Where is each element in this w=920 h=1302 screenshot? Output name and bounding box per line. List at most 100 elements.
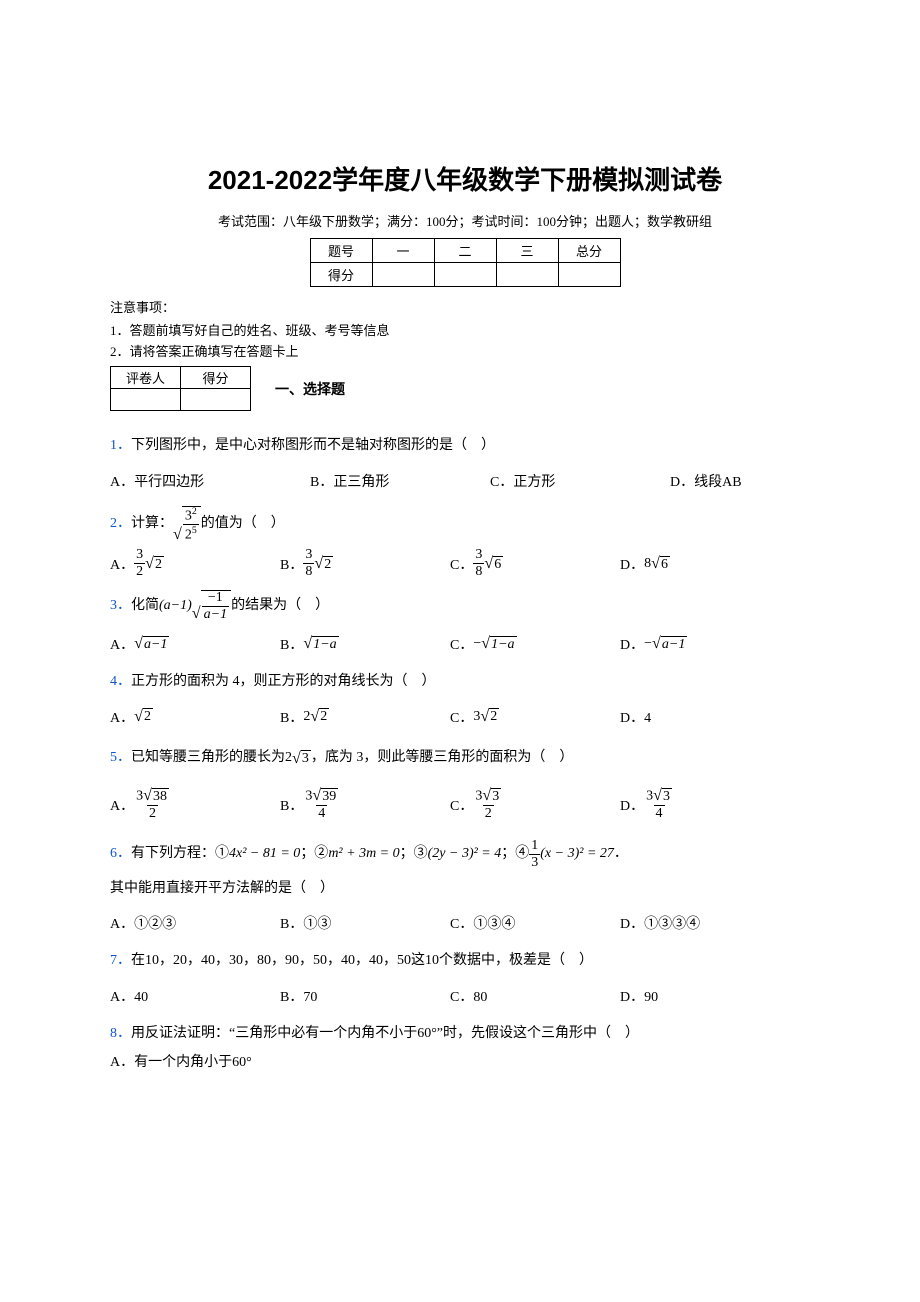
arg: 2	[489, 708, 499, 724]
sup: 5	[192, 525, 197, 536]
label: C．	[450, 634, 473, 654]
arg: 2	[143, 708, 153, 724]
arg: 1−a	[490, 636, 516, 652]
cell: 评卷人	[111, 367, 181, 389]
choice-c: C． − √1−a	[450, 627, 620, 661]
choice-d: D．①③③④	[620, 906, 790, 940]
cell	[434, 263, 496, 287]
question-6-line2: 其中能用直接开平方法解的是（ ）	[110, 876, 820, 903]
numer: 3√3	[473, 788, 503, 805]
fraction: 13	[529, 839, 540, 870]
label: A．	[110, 554, 134, 574]
question-number: 3．	[110, 593, 131, 620]
d: 2	[147, 805, 158, 821]
sqrt: √1−a	[481, 636, 516, 652]
arg: 39	[321, 788, 338, 804]
choice-a: A． √a−1	[110, 627, 280, 661]
c: 3	[305, 788, 312, 803]
question-5-choices: A． 3√38 2 B． 3√39 4 C． 3√3 2 D． 3√3 4	[110, 780, 820, 830]
cell: 题号	[310, 239, 372, 263]
label: D．	[620, 554, 644, 574]
radical-icon: √	[143, 788, 152, 804]
fraction: 38	[473, 548, 484, 579]
cell	[181, 389, 251, 411]
cell: 一	[372, 239, 434, 263]
exam-subtitle: 考试范围：八年级下册数学；满分：100分；考试时间：100分钟；出题人；数学教研…	[110, 211, 820, 230]
radical-icon: √	[192, 606, 201, 622]
fraction: 3√38 2	[134, 788, 171, 821]
choice-b: B． √1−a	[280, 627, 450, 661]
choice-a: A．平行四边形	[110, 464, 310, 498]
stem-text: ，底为 3，则此等腰三角形的面积为（ ）	[311, 745, 574, 772]
choice-a: A． √2	[110, 700, 280, 734]
notice-line: 2．请将答案正确填写在答题卡上	[110, 341, 820, 360]
notice-heading: 注意事项：	[110, 297, 820, 316]
sqrt-arg: 32 2 5	[182, 506, 201, 543]
stem-text: 化简	[131, 593, 159, 620]
choice-d: D． 3√3 4	[620, 780, 790, 830]
radical-icon: √	[292, 751, 301, 767]
radical-icon: √	[481, 636, 490, 652]
choice-c: C．正方形	[490, 464, 670, 498]
notice-line: 1．答题前填写好自己的姓名、班级、考号等信息	[110, 320, 820, 339]
question-number: 7．	[110, 953, 131, 968]
sqrt-arg: −1 a−1	[201, 590, 231, 622]
radical-icon: √	[482, 788, 491, 804]
neg: −	[473, 636, 481, 652]
d: 4	[654, 805, 665, 821]
sqrt: √3	[292, 750, 311, 766]
table-row: 题号 一 二 三 总分	[310, 239, 620, 263]
arg: 2	[319, 708, 329, 724]
label: A．	[110, 634, 134, 654]
choice-a: A．40	[110, 979, 280, 1013]
d: 2	[134, 563, 145, 579]
stem-text: 有下列方程：①	[131, 841, 229, 868]
numer: 32	[183, 507, 199, 525]
c: 3	[475, 788, 482, 803]
d: 8	[473, 563, 484, 579]
eq: (x − 3)² = 27	[540, 841, 614, 868]
arg: 38	[152, 788, 169, 804]
score-table: 题号 一 二 三 总分 得分	[310, 238, 621, 287]
question-number: 5．	[110, 745, 131, 772]
radical-icon: √	[173, 527, 182, 543]
choice-d: D．90	[620, 979, 790, 1013]
sqrt: √3	[653, 788, 672, 804]
question-3-choices: A． √a−1 B． √1−a C． − √1−a D． − √a−1	[110, 627, 820, 661]
numer: 3√39	[303, 788, 340, 805]
label: D．	[620, 795, 644, 815]
label: C．	[450, 795, 473, 815]
choice-c: C．①③④	[450, 906, 620, 940]
question-8-choice-a: A．有一个内角小于60°	[110, 1051, 820, 1071]
radical-icon: √	[145, 556, 154, 572]
coef: 8	[644, 556, 651, 572]
radical-icon: √	[652, 636, 661, 652]
eq: (2y − 3)² = 4	[428, 841, 502, 868]
radical-icon: √	[303, 636, 312, 652]
choice-a: A．①②③	[110, 906, 280, 940]
cell: 得分	[310, 263, 372, 287]
neg: −	[644, 636, 652, 652]
sup: 2	[192, 506, 197, 517]
arg: 6	[660, 556, 670, 572]
question-2-choices: A． 32 √2 B． 38 √2 C． 38 √6 D． 8 √6	[110, 547, 820, 581]
sqrt: √2	[134, 708, 153, 724]
fraction: 32 2 5	[183, 507, 199, 543]
choice-b: B． 3√39 4	[280, 780, 450, 830]
n: 1	[529, 839, 540, 854]
choice-b: B． 2 √2	[280, 700, 450, 734]
label: B．	[280, 707, 303, 727]
table-row: 得分	[310, 263, 620, 287]
arg: 6	[493, 556, 503, 572]
sqrt: √1−a	[303, 636, 338, 652]
eq: 4x² − 81 = 0	[229, 841, 300, 868]
radical-icon: √	[134, 636, 143, 652]
label: C．	[450, 707, 473, 727]
choice-b: B．正三角形	[310, 464, 490, 498]
arg: 2	[154, 556, 164, 572]
table-row	[111, 389, 251, 411]
sqrt: √6	[484, 556, 503, 572]
fraction: 38	[303, 548, 314, 579]
question-7: 7．在10，20，40，30，80，90，50，40，40，50这10个数据中，…	[110, 948, 820, 975]
stem-text: 已知等腰三角形的腰长为	[131, 745, 285, 772]
